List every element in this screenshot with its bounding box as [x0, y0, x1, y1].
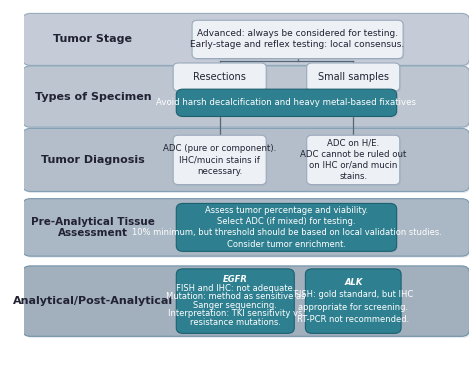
Text: Small samples: Small samples — [318, 72, 389, 82]
FancyBboxPatch shape — [24, 67, 471, 129]
Text: ADC on H/E.
ADC cannot be ruled out
on IHC or/and mucin
stains.: ADC on H/E. ADC cannot be ruled out on I… — [300, 139, 406, 181]
Text: Advanced: always be considered for testing.
Early-stage and reflex testing: loca: Advanced: always be considered for testi… — [191, 29, 405, 50]
Text: Types of Specimen: Types of Specimen — [35, 91, 151, 101]
FancyBboxPatch shape — [178, 91, 398, 118]
FancyBboxPatch shape — [308, 64, 401, 92]
Text: Pre-Analytical Tissue
Assessment: Pre-Analytical Tissue Assessment — [31, 216, 155, 238]
FancyBboxPatch shape — [173, 135, 266, 185]
FancyBboxPatch shape — [22, 66, 469, 127]
FancyBboxPatch shape — [173, 63, 266, 91]
Text: Avoid harsh decalcification and heavy metal-based fixatives: Avoid harsh decalcification and heavy me… — [156, 98, 417, 107]
Text: Resections: Resections — [193, 72, 246, 82]
Text: Analytical/Post-Analytical: Analytical/Post-Analytical — [13, 296, 173, 306]
Text: resistance mutations.: resistance mutations. — [190, 318, 281, 327]
FancyBboxPatch shape — [22, 266, 469, 336]
FancyBboxPatch shape — [176, 204, 397, 251]
FancyBboxPatch shape — [178, 270, 296, 335]
FancyBboxPatch shape — [174, 64, 267, 92]
FancyBboxPatch shape — [24, 15, 471, 67]
Text: Sanger sequencing.: Sanger sequencing. — [193, 301, 277, 310]
Text: RT-PCR not recommended.: RT-PCR not recommended. — [297, 315, 410, 324]
Text: FISH: gold standard, but IHC: FISH: gold standard, but IHC — [293, 290, 413, 299]
FancyBboxPatch shape — [307, 135, 400, 185]
FancyBboxPatch shape — [176, 89, 397, 117]
FancyBboxPatch shape — [22, 128, 469, 191]
Text: Mutation: method as sensitive as: Mutation: method as sensitive as — [165, 292, 305, 302]
FancyBboxPatch shape — [24, 130, 471, 193]
FancyBboxPatch shape — [24, 200, 471, 258]
FancyBboxPatch shape — [307, 63, 400, 91]
FancyBboxPatch shape — [22, 199, 469, 256]
Text: Tumor Stage: Tumor Stage — [53, 34, 132, 44]
Text: Assess tumor percentage and viability.
Select ADC (if mixed) for testing.
10% mi: Assess tumor percentage and viability. S… — [131, 206, 441, 249]
Text: ALK: ALK — [344, 278, 363, 287]
FancyBboxPatch shape — [307, 270, 402, 335]
FancyBboxPatch shape — [22, 13, 469, 65]
Text: ADC (pure or component).
IHC/mucin stains if
necessary.: ADC (pure or component). IHC/mucin stain… — [163, 144, 276, 175]
FancyBboxPatch shape — [24, 268, 471, 338]
FancyBboxPatch shape — [176, 269, 294, 333]
FancyBboxPatch shape — [193, 22, 404, 60]
Text: Tumor Diagnosis: Tumor Diagnosis — [41, 155, 145, 165]
FancyBboxPatch shape — [192, 20, 403, 58]
Text: Interpretation: TKI sensitivity vs: Interpretation: TKI sensitivity vs — [168, 309, 302, 318]
FancyBboxPatch shape — [174, 137, 267, 186]
Text: appropriate for screening.: appropriate for screening. — [298, 303, 408, 312]
Text: FISH and IHC: not adequate.: FISH and IHC: not adequate. — [175, 284, 295, 293]
FancyBboxPatch shape — [308, 137, 401, 186]
FancyBboxPatch shape — [178, 205, 398, 253]
Text: EGFR: EGFR — [223, 275, 248, 285]
FancyBboxPatch shape — [305, 269, 401, 333]
